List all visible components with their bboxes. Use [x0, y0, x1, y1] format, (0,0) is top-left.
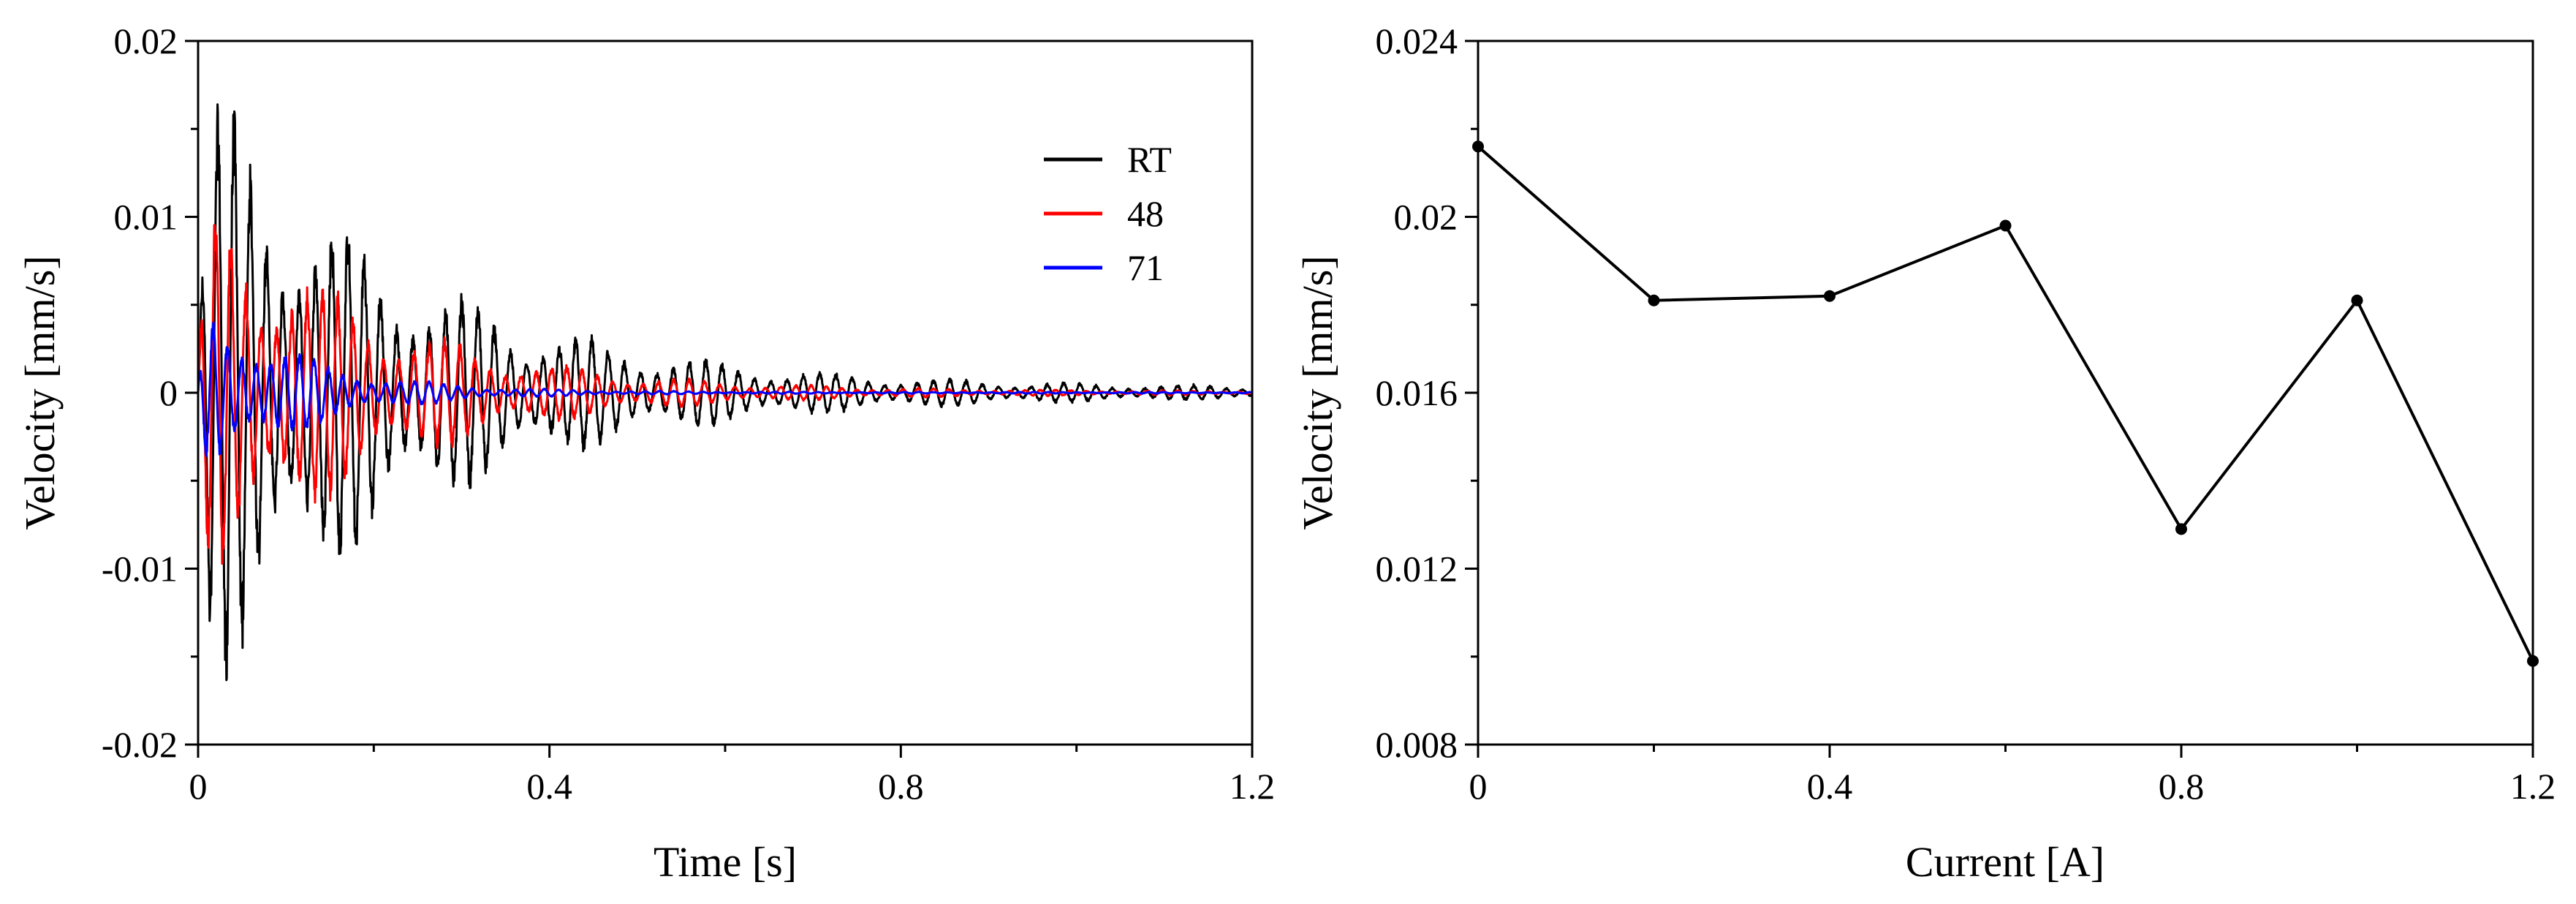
right-y-axis-title: Velocity [mm/s]: [1294, 255, 1341, 530]
left-tick-labels: 0 0.4 0.8 1.2 -0.02 -0.01 0 0.01 0.02: [102, 20, 1275, 807]
left-y-tick-label: 0.02: [114, 20, 178, 61]
legend-label-48: 48: [1127, 193, 1164, 234]
right-y-tick-label: 0.02: [1394, 197, 1458, 238]
left-y-tick-label: -0.01: [102, 549, 178, 590]
legend-label-71: 71: [1127, 247, 1164, 288]
left-ticks: [185, 39, 1254, 758]
left-series-group: [197, 103, 1254, 682]
legend-label-RT: RT: [1127, 139, 1172, 180]
left-y-tick-label: 0.01: [114, 197, 178, 238]
data-point: [2175, 523, 2187, 535]
right-y-tick-label: 0.024: [1376, 20, 1458, 61]
legend: RT 48 71: [1044, 139, 1172, 288]
data-point: [1824, 290, 1836, 302]
right-series-group: [1472, 140, 2539, 667]
data-point: [1648, 294, 1660, 306]
right-y-tick-label: 0.012: [1376, 549, 1458, 590]
right-x-tick-label: 0.4: [1807, 766, 1853, 807]
right-chart: 0 0.4 0.8 1.2 0.008 0.012 0.016 0.02 0.024 Curre…: [1294, 20, 2556, 886]
right-x-tick-label: 0.8: [2159, 766, 2205, 807]
left-plot-area: [197, 39, 1254, 746]
series-line-RT: [197, 103, 1254, 682]
right-plot-area: [1472, 39, 2539, 746]
right-y-tick-label: 0.008: [1376, 724, 1458, 765]
right-plot-frame: [1477, 39, 2534, 746]
right-x-tick-label: 1.2: [2510, 766, 2556, 807]
right-x-axis-title: Current [A]: [1906, 838, 2105, 886]
left-y-tick-label: 0: [159, 372, 178, 413]
right-tick-labels: 0 0.4 0.8 1.2 0.008 0.012 0.016 0.02 0.024: [1376, 20, 2556, 807]
left-x-axis-title: Time [s]: [654, 838, 797, 886]
right-ticks: [1465, 39, 2534, 758]
left-x-tick-label: 0.4: [526, 766, 572, 807]
left-y-tick-label: -0.02: [102, 724, 178, 765]
left-x-tick-label: 0: [189, 766, 208, 807]
right-y-tick-label: 0.016: [1376, 372, 1458, 413]
series-line-48: [197, 224, 1254, 565]
data-point: [1999, 219, 2012, 232]
left-chart: 0 0.4 0.8 1.2 -0.02 -0.01 0 0.01 0.02 Time [s] V…: [16, 20, 1275, 886]
left-x-tick-label: 0.8: [878, 766, 924, 807]
right-x-tick-label: 0: [1469, 766, 1488, 807]
series-line-71: [197, 321, 1254, 457]
data-point: [2351, 294, 2363, 306]
left-x-tick-label: 1.2: [1230, 766, 1276, 807]
left-y-axis-title: Velocity [mm/s]: [16, 255, 64, 530]
